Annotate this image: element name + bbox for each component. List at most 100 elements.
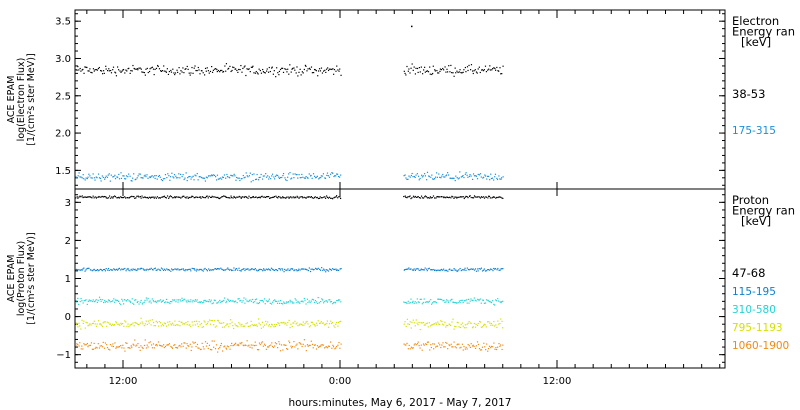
electron-175-315-point	[204, 180, 207, 182]
electron-38-53-point	[471, 70, 474, 72]
proton-47-68-point	[314, 196, 316, 198]
proton-310-580-point	[80, 297, 82, 300]
proton-1060-1900-point	[464, 348, 466, 350]
proton-series-795-1193	[75, 317, 504, 331]
proton-115-195-point	[433, 269, 436, 272]
proton-47-68-point	[253, 196, 255, 199]
proton-795-1193-point	[139, 322, 141, 324]
electron-38-53-point	[325, 71, 327, 74]
proton-47-68-point	[163, 195, 166, 197]
electron-38-53-point	[219, 71, 221, 73]
electron-175-315-point	[177, 177, 179, 179]
proton-795-1193-point	[310, 321, 312, 323]
proton-795-1193-point	[236, 325, 238, 327]
proton-795-1193-point	[186, 323, 188, 326]
electron-38-53-point	[248, 68, 250, 70]
electron-38-53-point	[472, 72, 474, 75]
proton-795-1193-point	[227, 323, 229, 325]
proton-47-68-point	[128, 197, 130, 199]
proton-115-195-point	[414, 269, 416, 271]
proton-47-68-point	[262, 196, 264, 198]
proton-1060-1900-point	[447, 348, 449, 350]
proton-1060-1900-point	[109, 344, 112, 346]
proton-310-580-point	[204, 299, 206, 302]
proton-115-195-point	[220, 267, 222, 269]
electron-38-53-point	[84, 66, 86, 68]
electron-38-53-point	[233, 66, 235, 69]
electron-38-53-point	[101, 73, 104, 75]
proton-47-68-point	[331, 197, 333, 199]
proton-115-195-point	[82, 268, 84, 270]
electron-175-315-point	[290, 178, 292, 180]
proton-1060-1900-point	[90, 342, 93, 344]
electron-38-53-point	[305, 65, 307, 67]
proton-310-580-point	[267, 300, 269, 302]
proton-1060-1900-point	[123, 347, 125, 349]
proton-1060-1900-point	[322, 344, 324, 346]
electron-175-315-point	[449, 177, 451, 179]
proton-1060-1900-point	[130, 345, 132, 347]
electron-38-53-point	[183, 72, 185, 74]
electron-175-315-point	[251, 173, 253, 176]
proton-795-1193-point	[127, 323, 129, 325]
proton-795-1193-point	[262, 326, 264, 328]
electron-175-315-point	[112, 176, 114, 178]
electron-175-315-point	[154, 175, 156, 177]
proton-1060-1900-point	[479, 349, 482, 351]
proton-1060-1900-point	[89, 344, 91, 346]
proton-1060-1900-point	[120, 344, 122, 347]
proton-1060-1900-point	[303, 339, 305, 341]
proton-310-580-point	[112, 300, 114, 302]
proton-1060-1900-point	[495, 348, 498, 351]
proton-115-195-point	[268, 269, 271, 271]
proton-795-1193-point	[109, 323, 112, 325]
proton-795-1193-point	[158, 321, 160, 323]
electron-38-53-point	[159, 70, 162, 72]
electron-175-315-point	[261, 178, 264, 180]
proton-115-195-point	[462, 269, 464, 271]
electron-38-53-point	[207, 70, 209, 72]
proton-115-195-point	[103, 268, 105, 271]
proton-47-68-point	[158, 197, 160, 199]
proton-1060-1900-point	[450, 343, 452, 345]
proton-115-195-point	[172, 269, 175, 271]
proton-115-195-point	[479, 268, 482, 270]
proton-310-580-point	[493, 303, 495, 305]
proton-310-580-point	[275, 300, 277, 302]
electron-175-315-point	[157, 175, 160, 178]
electron-ytick-label: 3.0	[55, 54, 71, 65]
proton-310-580-point	[445, 301, 447, 303]
proton-310-580-point	[293, 302, 295, 304]
proton-115-195-point	[168, 269, 171, 271]
electron-175-315-point	[293, 177, 295, 179]
proton-1060-1900-point	[275, 343, 278, 345]
proton-1060-1900-point	[194, 341, 196, 344]
electron-175-315-point	[221, 176, 224, 178]
proton-310-580-point	[236, 302, 238, 304]
electron-38-53-point	[195, 69, 197, 72]
proton-795-1193-point	[480, 326, 482, 328]
proton-310-580-point	[122, 300, 124, 302]
proton-310-580-point	[439, 298, 441, 300]
proton-115-195-point	[252, 268, 254, 271]
electron-38-53-point	[136, 68, 138, 70]
electron-38-53-point	[321, 72, 324, 74]
electron-series-38-53	[75, 63, 504, 78]
electron-175-315-point	[182, 174, 184, 176]
electron-175-315-point	[438, 173, 440, 175]
proton-47-68-point	[122, 196, 125, 199]
electron-38-53-point	[211, 65, 213, 68]
proton-795-1193-point	[417, 324, 419, 326]
proton-310-580-point	[501, 301, 503, 303]
electron-175-315-point	[431, 174, 433, 176]
proton-795-1193-point	[210, 319, 212, 322]
electron-38-53-point	[88, 70, 90, 72]
proton-115-195-point	[428, 267, 430, 269]
electron-175-315-point	[472, 173, 475, 175]
proton-1060-1900-point	[470, 343, 472, 345]
proton-1060-1900-point	[472, 344, 474, 346]
proton-310-580-point	[127, 298, 129, 301]
electron-38-53-point	[278, 74, 280, 76]
electron-175-315-point	[232, 175, 234, 177]
proton-795-1193-point	[461, 322, 463, 324]
